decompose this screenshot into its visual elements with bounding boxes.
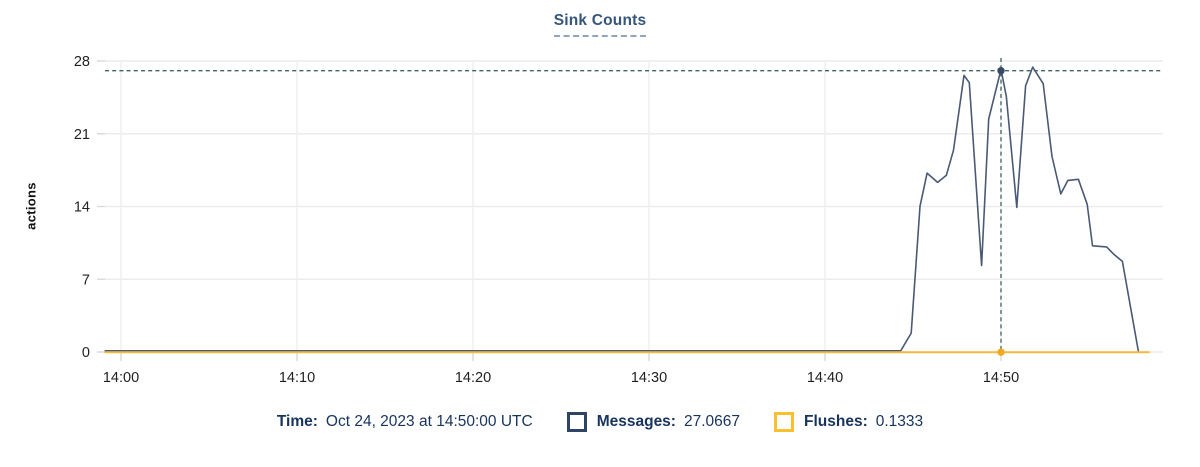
x-tick-label: 14:30	[631, 370, 667, 386]
x-tick-label: 14:00	[103, 370, 139, 386]
y-tick-label: 21	[74, 127, 90, 143]
chart-title-wrap: Sink Counts	[0, 12, 1200, 37]
legend-flushes-value: 0.1333	[875, 413, 924, 430]
legend-flushes-label: Flushes:	[804, 413, 868, 430]
x-tick-label: 14:40	[807, 370, 843, 386]
flushes-swatch-icon	[774, 412, 794, 432]
x-tick-label: 14:10	[279, 370, 315, 386]
y-tick-label: 28	[74, 54, 90, 70]
chart-tooltip-legend: Time: Oct 24, 2023 at 14:50:00 UTC Messa…	[0, 412, 1200, 432]
y-tick-label: 0	[82, 345, 90, 361]
flushes-hover-marker	[997, 348, 1005, 356]
sink-counts-chart[interactable]: 0 7 14 21 28 14:00 14:10 14:20 14:30 14:40 14:50	[0, 0, 1200, 400]
x-tick-label: 14:50	[983, 370, 1019, 386]
tooltip-time: Time: Oct 24, 2023 at 14:50:00 UTC	[277, 413, 533, 431]
y-tick-label: 7	[82, 272, 90, 288]
tooltip-time-label: Time:	[276, 413, 318, 430]
legend-item-flushes[interactable]: Flushes: 0.1333	[774, 412, 923, 432]
x-tick-label: 14:20	[455, 370, 491, 386]
legend-messages-value: 27.0667	[683, 413, 740, 430]
y-axis-label: actions	[23, 182, 39, 230]
messages-swatch-icon	[566, 412, 587, 432]
legend-item-messages[interactable]: Messages: 27.0667	[566, 412, 740, 432]
tooltip-time-value: Oct 24, 2023 at 14:50:00 UTC	[325, 413, 533, 430]
page-title: Sink Counts	[553, 12, 647, 37]
messages-line	[104, 66, 1140, 352]
legend-messages-label: Messages:	[596, 413, 676, 430]
y-tick-label: 14	[74, 200, 90, 216]
messages-hover-marker	[997, 66, 1005, 75]
